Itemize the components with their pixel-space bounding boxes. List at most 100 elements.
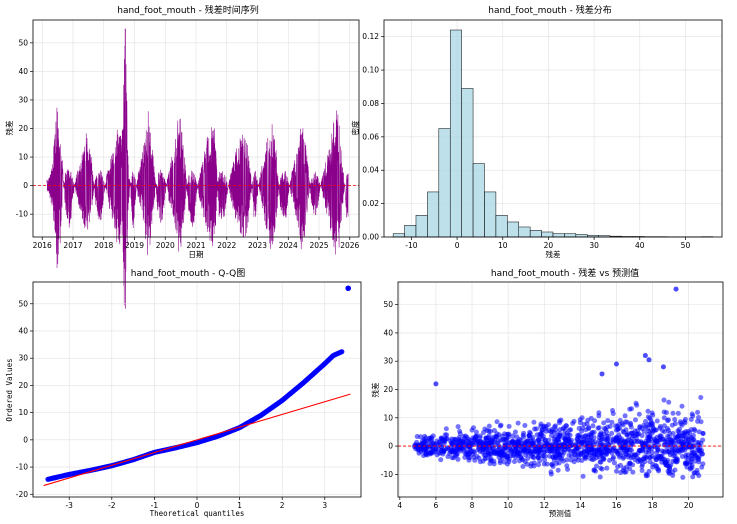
rp-point [595,425,601,431]
x-tick-label: 14 [576,501,586,510]
rp-point [442,432,448,438]
rp-point [691,426,697,432]
rp-point [600,456,606,462]
ts-x-ticks: 2016 2017 2018 2019 2020 2021 2022 2023 2024 2025… [33,237,360,250]
rp-point [700,461,706,467]
rp-outlier-point [433,381,439,387]
rp-point [636,411,642,417]
rp-point [688,444,694,450]
rp-point [695,455,701,461]
rp-point [457,428,463,434]
rp-point [524,441,530,447]
rp-point [563,423,569,429]
rp-point [449,436,455,442]
rp-point [698,394,704,400]
x-tick-label: 0 [195,501,200,510]
rp-point [650,464,656,470]
rp-point [516,458,522,464]
rp-point [449,455,455,461]
ts-residual-line [46,45,349,309]
rp-point [602,446,608,452]
hist-title: hand_foot_mouth - 残差分布 [488,4,612,16]
rp-point [566,452,572,458]
rp-point [542,453,548,459]
y-tick-label: 10 [18,408,28,417]
rp-point [667,430,673,436]
rp-point [663,410,669,416]
rp-point [696,414,702,420]
rp-point [599,466,605,472]
rp-y-ticks: -10 0 10 20 30 40 50 [381,300,398,479]
rp-point [672,467,678,473]
rp-point [565,432,571,438]
rp-point [515,420,521,426]
rp-point [474,453,480,459]
y-tick-label: 40 [18,67,28,76]
rp-point [581,437,587,443]
rp-point [499,437,505,443]
qq-outlier-point [345,285,352,292]
y-tick-label: 0.10 [362,66,379,75]
rp-outlier-point [646,357,652,363]
rp-point [531,419,537,425]
x-tick-label: 12 [539,501,549,510]
rp-point [506,423,512,429]
rp-point [611,460,617,466]
rp-point [610,411,616,417]
rp-point [654,463,660,469]
y-tick-label: 30 [18,95,28,104]
panel-histogram: hand_foot_mouth - 残差分布 -10 0 10 20 30 40 50 0.… [350,4,723,259]
y-tick-label: 40 [18,326,28,335]
rp-point [672,421,678,427]
rp-point [600,452,606,458]
rp-point [641,422,647,428]
rp-point [665,418,671,424]
rp-point [561,431,567,437]
rp-point [553,454,559,460]
rp-point [630,433,636,439]
rp-point [427,450,433,456]
rp-point [675,410,681,416]
x-tick-label: 2026 [340,241,359,250]
rp-point [659,448,665,454]
x-tick-label: -3 [65,501,73,510]
rp-point [673,435,679,441]
rp-point [700,437,706,443]
rp-point [680,433,686,439]
rp-point [580,425,586,431]
y-tick-label: -20 [16,490,28,499]
rp-point [659,453,665,459]
rp-point [497,423,503,429]
rp-point [629,447,635,453]
ts-plot-area [33,28,359,309]
rp-point [605,418,611,424]
y-tick-label: 50 [18,38,28,47]
rp-point [480,430,486,436]
rp-point [624,447,630,453]
hist-bar [472,163,485,238]
rp-point [523,452,529,458]
rp-point [573,455,579,461]
y-tick-label: 30 [383,357,393,366]
rp-point [667,463,673,469]
rp-point [455,424,461,430]
rp-point [698,419,704,425]
rp-point [695,409,701,415]
rp-point [634,402,640,408]
hist-bar [484,191,497,238]
rp-point [660,428,666,434]
rp-point [649,453,655,459]
rp-point [574,437,580,443]
rp-point [482,456,488,462]
rp-point [641,428,647,434]
panel-time-series: hand_foot_mouth - 残差时间序列 2016 2017 2018 201… [4,4,360,309]
hist-plot-area [392,29,714,238]
rp-point [423,435,429,441]
rp-point [504,461,510,467]
rp-point [497,460,503,466]
x-tick-label: 6 [434,501,439,510]
y-tick-label: 0.00 [362,233,379,242]
qq-plot-area [43,285,352,487]
rp-point [635,428,641,434]
qq-x-ticks: -3 -2 -1 0 1 2 3 [65,497,327,510]
